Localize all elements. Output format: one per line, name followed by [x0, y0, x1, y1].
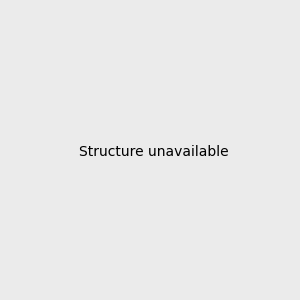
Text: Structure unavailable: Structure unavailable	[79, 145, 229, 158]
